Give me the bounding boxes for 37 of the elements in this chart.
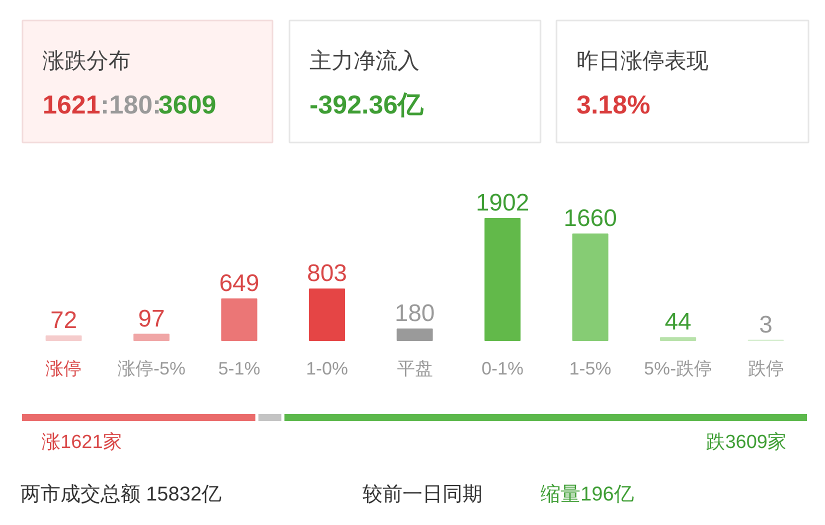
data-label: 97 [138, 305, 165, 332]
bar [308, 288, 346, 341]
text: 涨1621家 [42, 431, 122, 453]
bar [660, 337, 696, 341]
text: 1621:180:3609 [42, 90, 216, 120]
data-label: 44 [664, 308, 692, 336]
x-tick-label: 1-0% [306, 358, 348, 378]
text: 3.18% [576, 90, 650, 120]
x-tick-label: 5%-跌停 [644, 358, 712, 378]
bar [572, 234, 608, 341]
text: 两市成交总额 15832亿 [20, 484, 222, 506]
x-tick-label: 跌停 [748, 358, 784, 378]
x-tick-label: 涨停 [46, 358, 82, 378]
bar [221, 298, 258, 341]
x-tick-label: 平盘 [396, 358, 433, 378]
text: 缩量196亿 [540, 484, 634, 506]
text: 涨跌分布 [42, 48, 130, 73]
text: -392.36亿 [310, 90, 425, 120]
bar [396, 328, 433, 341]
data-label: 1902 [476, 190, 530, 216]
text: 跌3609家 [706, 431, 787, 453]
bar [133, 334, 170, 341]
data-label: 72 [50, 306, 78, 334]
text: 主力净流入 [310, 48, 420, 73]
data-label: 180 [394, 300, 435, 327]
x-tick-label: 1-5% [569, 358, 612, 378]
x-tick-label: 涨停-5% [117, 358, 186, 378]
x-tick-label: 0-1% [482, 358, 524, 378]
data-label: 1660 [564, 205, 617, 232]
bar [484, 218, 521, 341]
text: 昨日涨停表现 [576, 48, 708, 73]
data-label: 3 [759, 311, 773, 338]
data-label: 803 [306, 260, 348, 287]
data-label: 649 [219, 270, 260, 297]
bar [46, 335, 82, 341]
x-tick-label: 5-1% [218, 358, 260, 378]
text: 较前一日同期 [362, 484, 482, 506]
